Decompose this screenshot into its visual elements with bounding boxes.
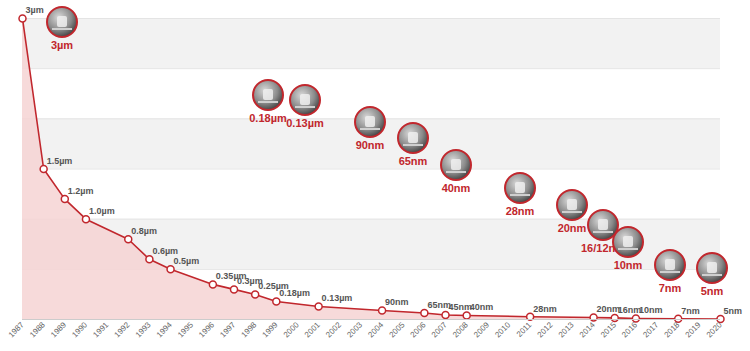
svg-text:1991: 1991	[91, 320, 110, 339]
svg-text:0.6µm: 0.6µm	[152, 246, 178, 256]
svg-text:90nm: 90nm	[356, 139, 385, 151]
svg-text:1992: 1992	[113, 320, 132, 339]
svg-text:28nm: 28nm	[533, 304, 557, 314]
svg-text:0.8µm: 0.8µm	[131, 226, 157, 236]
svg-text:2000: 2000	[282, 320, 301, 339]
svg-text:7nm: 7nm	[659, 282, 682, 294]
svg-text:2003: 2003	[345, 320, 364, 339]
svg-text:2018: 2018	[662, 320, 681, 339]
svg-text:2012: 2012	[536, 320, 555, 339]
svg-text:2013: 2013	[557, 320, 576, 339]
svg-text:1990: 1990	[70, 320, 89, 339]
svg-text:0.18µm: 0.18µm	[249, 112, 287, 124]
svg-text:3µm: 3µm	[51, 39, 73, 51]
svg-text:0.13µm: 0.13µm	[286, 117, 324, 129]
svg-text:40nm: 40nm	[442, 182, 471, 194]
svg-text:1993: 1993	[134, 320, 153, 339]
svg-text:10nm: 10nm	[639, 305, 663, 315]
svg-text:0.3µm: 0.3µm	[237, 276, 263, 287]
svg-text:65nm: 65nm	[399, 155, 428, 167]
svg-text:0.35µm: 0.35µm	[215, 271, 247, 282]
svg-text:2017: 2017	[641, 320, 660, 339]
svg-text:28nm: 28nm	[506, 205, 535, 217]
svg-text:0.13µm: 0.13µm	[322, 293, 353, 303]
svg-text:5nm: 5nm	[724, 306, 743, 316]
svg-text:2004: 2004	[366, 320, 385, 339]
svg-text:1996: 1996	[197, 320, 216, 339]
svg-text:2002: 2002	[324, 320, 343, 339]
svg-text:1.5µm: 1.5µm	[47, 156, 73, 166]
svg-text:65nm: 65nm	[427, 300, 451, 310]
svg-text:90nm: 90nm	[385, 297, 409, 307]
svg-text:1989: 1989	[49, 320, 68, 339]
svg-text:3µm: 3µm	[26, 5, 44, 15]
svg-text:2020: 2020	[705, 320, 724, 339]
svg-text:2008: 2008	[451, 320, 470, 339]
svg-text:7nm: 7nm	[681, 306, 700, 316]
svg-text:1988: 1988	[28, 320, 47, 339]
svg-text:2016: 2016	[620, 320, 639, 339]
svg-text:2014: 2014	[578, 320, 597, 339]
svg-text:2006: 2006	[409, 320, 428, 339]
svg-text:16/12nm: 16/12nm	[581, 242, 625, 254]
svg-text:5nm: 5nm	[701, 285, 724, 297]
svg-text:2011: 2011	[515, 320, 534, 339]
svg-text:1997: 1997	[218, 320, 237, 339]
svg-text:0.18µm: 0.18µm	[279, 288, 310, 298]
svg-text:2015: 2015	[599, 320, 618, 339]
svg-text:1994: 1994	[155, 320, 174, 339]
svg-text:1987: 1987	[7, 320, 26, 339]
svg-text:1995: 1995	[176, 320, 195, 339]
svg-text:45nm: 45nm	[449, 302, 473, 312]
svg-text:2005: 2005	[388, 320, 407, 339]
svg-text:1998: 1998	[239, 320, 258, 339]
svg-text:2010: 2010	[493, 320, 512, 339]
svg-text:2007: 2007	[430, 320, 449, 339]
svg-text:0.25µm: 0.25µm	[258, 281, 289, 292]
svg-text:1999: 1999	[261, 320, 280, 339]
svg-text:2019: 2019	[684, 320, 703, 339]
svg-text:2001: 2001	[303, 320, 322, 339]
svg-text:2009: 2009	[472, 320, 491, 339]
svg-text:16nm: 16nm	[618, 305, 642, 315]
svg-text:40nm: 40nm	[470, 302, 494, 312]
svg-text:1.0µm: 1.0µm	[89, 206, 115, 216]
svg-text:1.2µm: 1.2µm	[68, 186, 94, 196]
svg-text:0.5µm: 0.5µm	[174, 256, 200, 266]
svg-text:10nm: 10nm	[614, 259, 643, 271]
svg-text:20nm: 20nm	[597, 304, 621, 314]
svg-text:20nm: 20nm	[558, 222, 587, 234]
